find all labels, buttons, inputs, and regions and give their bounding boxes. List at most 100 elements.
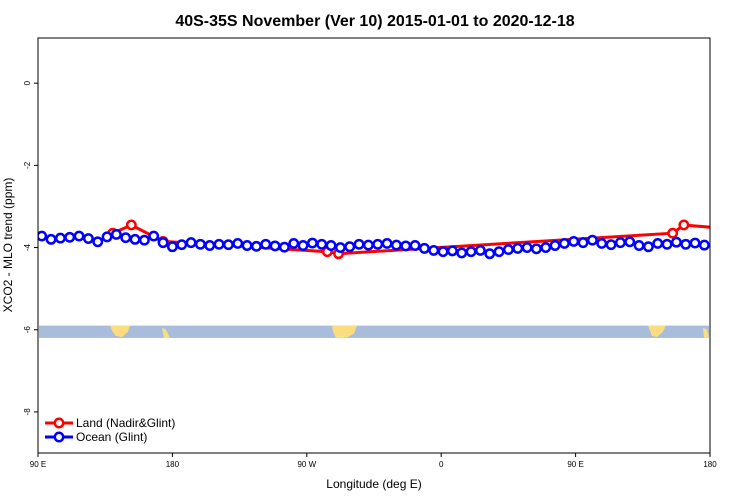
data-point-ocean xyxy=(176,239,188,251)
y-tick-label: -6 xyxy=(23,326,32,334)
land-patch-new-zealand-repeat xyxy=(703,327,709,338)
data-point-ocean xyxy=(232,237,244,249)
land-patch-australia-repeat xyxy=(648,325,666,337)
data-point-ocean xyxy=(521,242,533,254)
data-point-land xyxy=(667,227,679,239)
data-point-ocean xyxy=(446,245,458,257)
y-axis: 0 -2 -4 -6 -8 xyxy=(23,80,38,415)
plot-frame xyxy=(37,37,711,454)
data-point-ocean xyxy=(316,238,328,250)
ocean-band xyxy=(39,325,709,338)
x-tick-label: 0 xyxy=(439,460,444,469)
data-point-land xyxy=(678,219,690,231)
data-point-ocean xyxy=(428,244,440,256)
data-point-ocean xyxy=(334,242,346,254)
data-point-ocean xyxy=(577,237,589,249)
data-point-ocean xyxy=(465,246,477,258)
chart-title: 40S-35S November (Ver 10) 2015-01-01 to … xyxy=(175,13,574,30)
y-tick-label: 0 xyxy=(23,80,32,85)
data-point-ocean xyxy=(38,230,48,242)
data-point-ocean xyxy=(362,239,374,251)
data-point-ocean xyxy=(568,235,580,247)
data-point-ocean xyxy=(138,234,150,246)
data-point-ocean xyxy=(64,231,76,243)
data-point-ocean xyxy=(194,238,206,250)
legend-marker-ocean xyxy=(53,431,65,443)
legend-label-ocean: Ocean (Glint) xyxy=(76,430,147,444)
data-point-ocean xyxy=(409,240,421,251)
data-point-ocean xyxy=(45,233,57,245)
data-point-land xyxy=(125,219,137,231)
x-axis-label: Longitude (deg E) xyxy=(326,477,421,491)
data-point-ocean xyxy=(680,238,692,250)
map-band xyxy=(39,325,709,338)
data-point-ocean xyxy=(288,237,300,249)
data-point-ocean xyxy=(185,237,197,249)
y-tick-label: -2 xyxy=(23,161,32,169)
data-point-ocean xyxy=(82,233,94,244)
data-point-ocean xyxy=(204,240,216,251)
series-ocean xyxy=(38,228,710,260)
data-point-ocean xyxy=(456,247,468,259)
data-point-ocean xyxy=(306,237,318,249)
data-point-ocean xyxy=(530,243,542,255)
data-point-ocean xyxy=(269,240,281,252)
x-tick-label: 180 xyxy=(703,460,717,469)
data-point-ocean xyxy=(260,238,272,250)
data-point-ocean xyxy=(670,236,682,248)
data-point-ocean xyxy=(372,238,384,250)
data-point-ocean xyxy=(241,240,253,251)
data-point-ocean xyxy=(586,234,598,246)
data-point-ocean xyxy=(222,239,234,251)
data-point-ocean xyxy=(437,246,449,258)
data-point-ocean xyxy=(652,237,664,249)
data-point-ocean xyxy=(120,232,132,244)
data-point-ocean xyxy=(390,239,402,251)
land-patch-south-america xyxy=(332,325,357,338)
data-point-ocean xyxy=(661,238,673,250)
legend-label-land: Land (Nadir&Glint) xyxy=(76,416,175,430)
data-point-ocean xyxy=(540,242,552,254)
x-tick-label: 90 W xyxy=(297,460,316,469)
data-point-ocean xyxy=(418,242,430,254)
data-point-ocean xyxy=(558,237,570,249)
data-point-ocean xyxy=(633,240,645,251)
legend-item-land: Land (Nadir&Glint) xyxy=(45,416,175,430)
data-point-ocean xyxy=(605,239,617,251)
data-point-ocean xyxy=(344,241,356,253)
data-point-ocean xyxy=(698,239,710,251)
data-point-ocean xyxy=(549,240,561,251)
y-axis-label: XCO2 - MLO trend (ppm) xyxy=(1,178,15,313)
legend-item-ocean: Ocean (Glint) xyxy=(45,430,147,444)
data-point-ocean xyxy=(157,237,169,249)
x-tick-label: 180 xyxy=(166,460,180,469)
land-patch-australia xyxy=(110,325,130,337)
legend: Land (Nadir&Glint) Ocean (Glint) xyxy=(45,416,175,444)
x-tick-label: 90 E xyxy=(567,460,583,469)
data-point-ocean xyxy=(73,230,85,242)
data-point-ocean xyxy=(596,237,608,249)
data-point-ocean xyxy=(92,236,104,248)
y-tick-label: -8 xyxy=(23,408,32,416)
data-point-ocean xyxy=(689,237,701,249)
data-point-ocean xyxy=(250,240,262,252)
data-point-ocean xyxy=(101,231,113,243)
y-tick-label: -4 xyxy=(23,243,32,251)
x-tick-label: 90 E xyxy=(30,460,46,469)
data-point-ocean xyxy=(474,244,486,256)
series-layer xyxy=(38,219,710,260)
land-patch-new-zealand xyxy=(162,327,170,338)
data-point-ocean xyxy=(484,248,496,260)
data-point-ocean xyxy=(166,241,178,253)
data-point-ocean xyxy=(148,230,160,242)
data-point-ocean xyxy=(381,237,393,249)
data-point-ocean xyxy=(213,238,225,250)
legend-marker-land xyxy=(53,417,65,429)
data-point-ocean xyxy=(353,238,365,250)
data-point-ocean xyxy=(297,240,309,251)
data-point-ocean xyxy=(642,241,654,253)
data-point-ocean xyxy=(129,233,141,245)
data-point-ocean xyxy=(325,240,337,251)
data-point-ocean xyxy=(493,246,505,258)
